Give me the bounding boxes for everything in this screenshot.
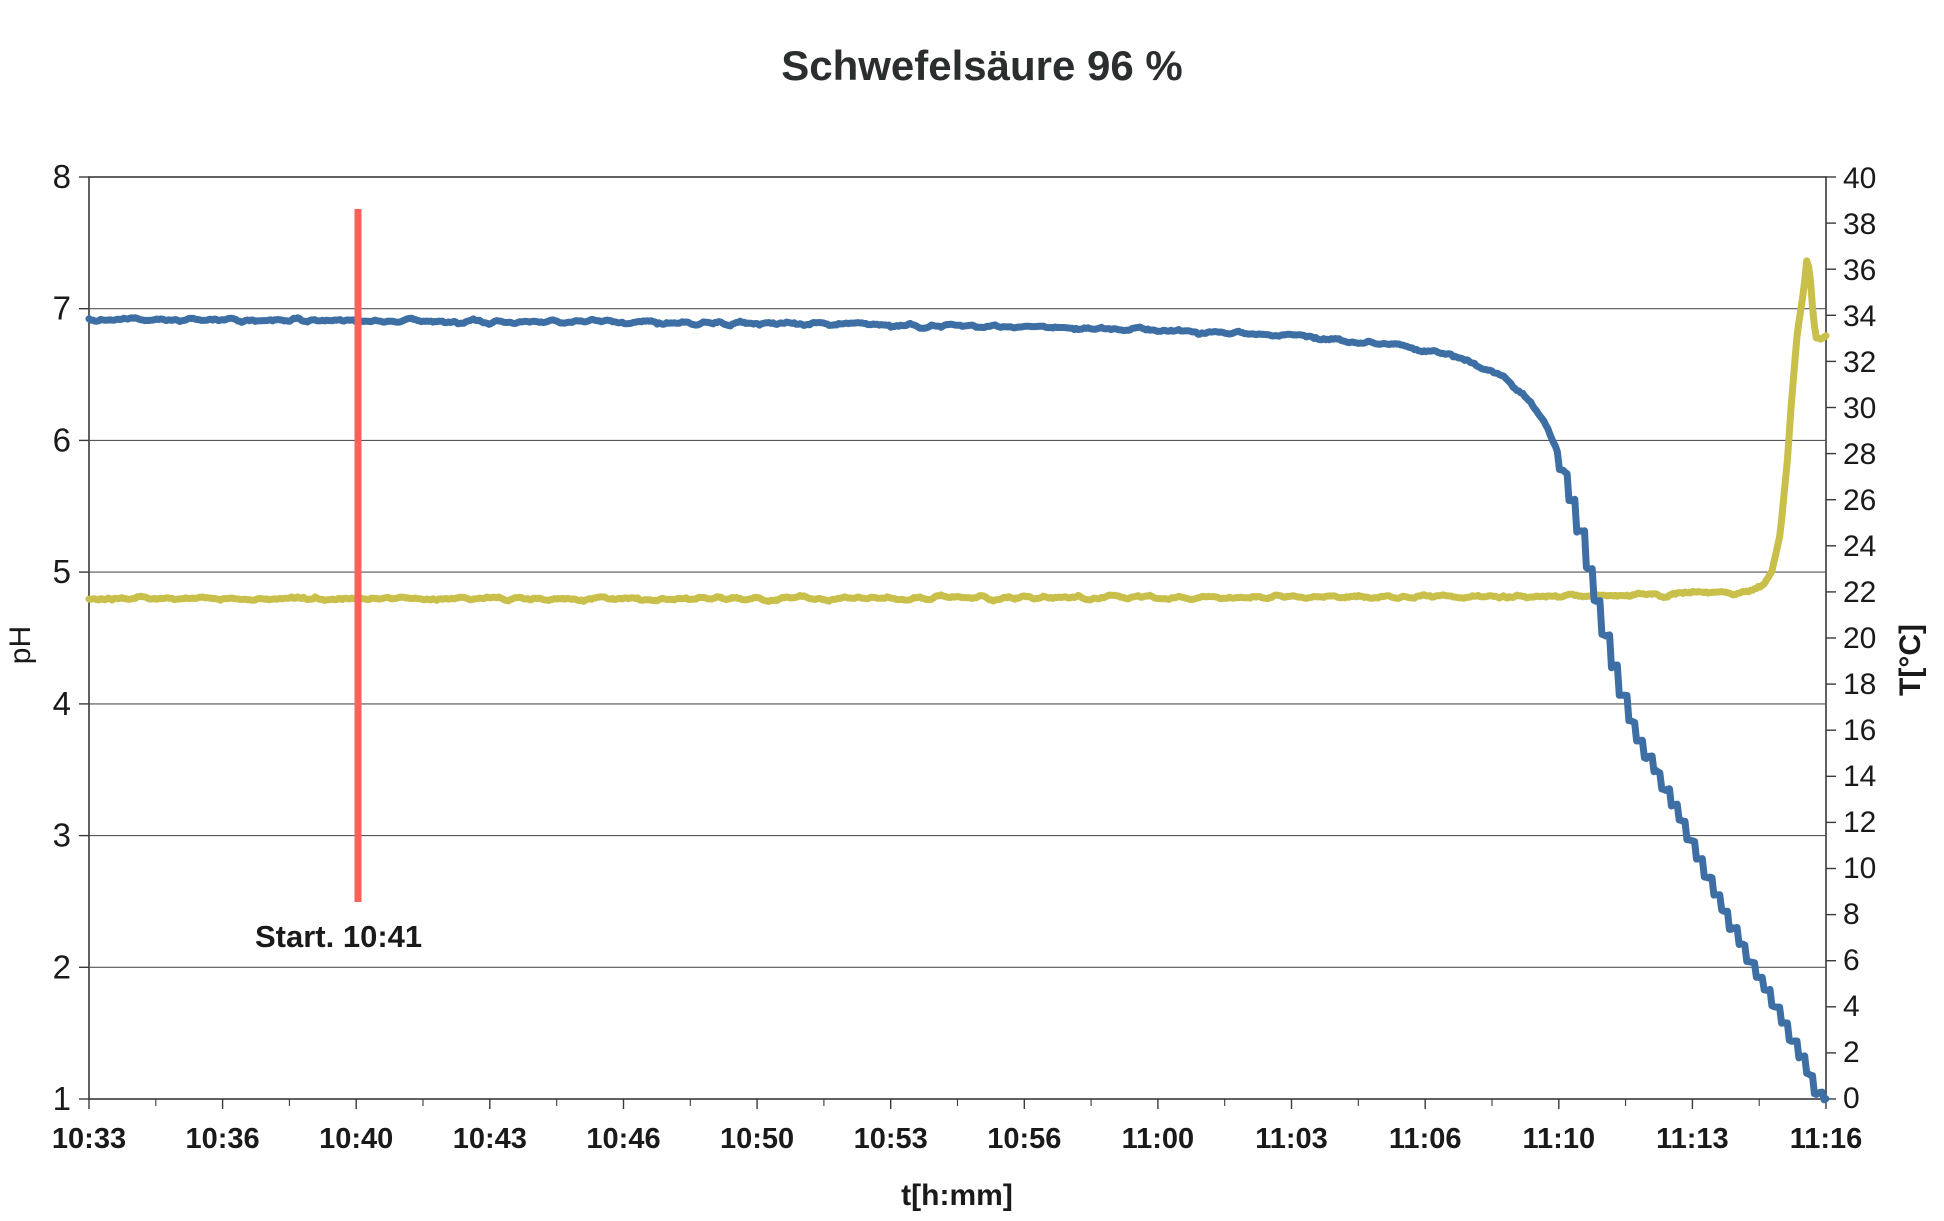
svg-text:34: 34: [1843, 300, 1876, 333]
svg-text:10:53: 10:53: [854, 1123, 928, 1155]
svg-text:26: 26: [1843, 484, 1876, 517]
svg-text:8: 8: [53, 158, 71, 195]
svg-text:12: 12: [1843, 806, 1876, 839]
svg-text:4: 4: [53, 685, 71, 722]
svg-text:28: 28: [1843, 438, 1876, 471]
svg-text:1: 1: [53, 1080, 71, 1117]
svg-text:20: 20: [1843, 622, 1876, 655]
svg-text:24: 24: [1843, 530, 1876, 563]
svg-text:3: 3: [53, 817, 71, 854]
svg-text:Schwefelsäure 96 %: Schwefelsäure 96 %: [781, 42, 1183, 89]
svg-text:2: 2: [53, 948, 71, 985]
svg-text:11:06: 11:06: [1389, 1123, 1462, 1155]
svg-text:11:00: 11:00: [1122, 1123, 1195, 1155]
svg-text:pH: pH: [4, 626, 37, 664]
svg-text:36: 36: [1843, 254, 1876, 287]
svg-text:10:33: 10:33: [52, 1123, 126, 1155]
svg-text:6: 6: [53, 421, 71, 458]
svg-text:10:56: 10:56: [987, 1123, 1061, 1155]
svg-text:10:40: 10:40: [319, 1123, 393, 1155]
svg-text:14: 14: [1843, 760, 1876, 793]
svg-text:10: 10: [1843, 852, 1876, 885]
svg-text:11:03: 11:03: [1255, 1123, 1328, 1155]
svg-text:18: 18: [1843, 668, 1876, 701]
svg-text:7: 7: [53, 290, 71, 327]
svg-text:10:43: 10:43: [453, 1123, 527, 1155]
svg-text:30: 30: [1843, 392, 1876, 425]
svg-text:Start. 10:41: Start. 10:41: [255, 919, 422, 954]
svg-text:0: 0: [1843, 1082, 1860, 1115]
svg-text:40: 40: [1843, 162, 1876, 195]
svg-text:6: 6: [1843, 944, 1860, 977]
svg-text:11:16: 11:16: [1790, 1123, 1863, 1155]
svg-text:4: 4: [1843, 990, 1860, 1023]
svg-text:2: 2: [1843, 1036, 1860, 1069]
svg-text:t[h:mm]: t[h:mm]: [901, 1179, 1013, 1212]
svg-text:11:10: 11:10: [1523, 1123, 1596, 1155]
svg-text:16: 16: [1843, 714, 1876, 747]
svg-text:10:46: 10:46: [586, 1123, 660, 1155]
svg-text:T[°C]: T[°C]: [1894, 624, 1927, 696]
svg-text:10:50: 10:50: [720, 1123, 794, 1155]
svg-text:32: 32: [1843, 346, 1876, 379]
svg-text:10:36: 10:36: [186, 1123, 260, 1155]
svg-text:8: 8: [1843, 898, 1860, 931]
svg-text:5: 5: [53, 553, 71, 590]
svg-text:11:13: 11:13: [1656, 1123, 1729, 1155]
svg-text:38: 38: [1843, 208, 1876, 241]
svg-text:22: 22: [1843, 576, 1876, 609]
